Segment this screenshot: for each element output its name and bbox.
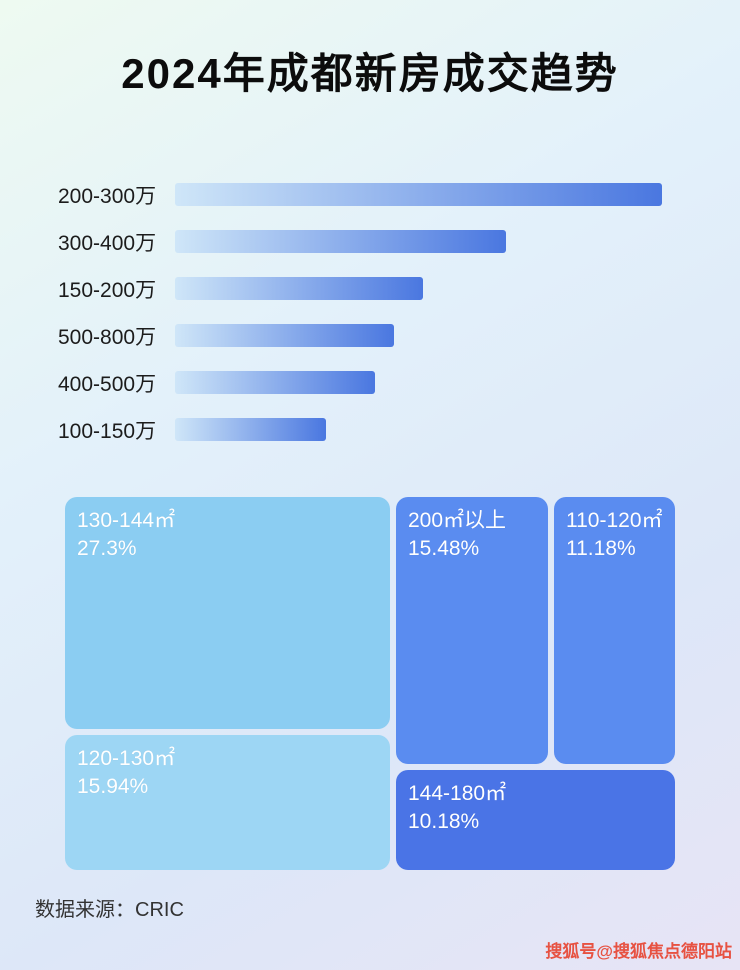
page-title: 2024年成都新房成交趋势 xyxy=(121,50,619,97)
bar-fill xyxy=(175,324,395,347)
bar-track xyxy=(175,277,662,300)
tile-label: 110-120㎡ xyxy=(566,509,663,532)
bar-row: 150-200万 xyxy=(58,277,678,302)
bar-fill xyxy=(175,183,662,206)
tile-label: 144-180㎡ xyxy=(408,782,507,805)
bar-category-label: 200-300万 xyxy=(58,184,157,208)
bar-fill xyxy=(175,371,375,394)
bar-track xyxy=(175,371,662,394)
bar-category-label: 100-150万 xyxy=(58,419,157,443)
bar-fill xyxy=(175,418,326,441)
bar-row: 500-800万 xyxy=(58,324,678,349)
bar-track xyxy=(175,230,662,253)
treemap-tile-110-120: 110-120㎡ 11.18% xyxy=(554,497,675,764)
tile-value: 15.94% xyxy=(77,775,149,799)
bar-fill xyxy=(175,230,507,253)
tile-value: 11.18% xyxy=(566,537,636,561)
tile-label: 200㎡以上 xyxy=(408,509,507,532)
bar-category-label: 300-400万 xyxy=(58,231,157,255)
tile-value: 27.3% xyxy=(77,537,137,561)
bar-row: 400-500万 xyxy=(58,371,678,396)
bar-track xyxy=(175,324,662,347)
treemap-tile-130-144: 130-144㎡ 27.3% xyxy=(65,497,390,729)
bar-category-label: 400-500万 xyxy=(58,372,157,396)
tile-value: 10.18% xyxy=(408,810,480,834)
area-share-treemap: 130-144㎡ 27.3% 120-130㎡ 15.94% 200㎡以上 15… xyxy=(65,497,675,870)
bar-row: 300-400万 xyxy=(58,230,678,255)
tile-label: 130-144㎡ xyxy=(77,509,176,532)
bar-row: 200-300万 xyxy=(58,183,678,208)
bar-fill xyxy=(175,277,424,300)
price-range-bar-chart: 200-300万 300-400万 150-200万 500-800万 400-… xyxy=(58,183,678,465)
bar-track xyxy=(175,418,662,441)
bar-category-label: 500-800万 xyxy=(58,325,157,349)
treemap-tile-144-180: 144-180㎡ 10.18% xyxy=(396,770,675,870)
tile-label: 120-130㎡ xyxy=(77,747,176,770)
data-source-note: 数据来源：CRIC xyxy=(35,899,184,921)
watermark-text: 搜狐号@搜狐焦点德阳站 xyxy=(545,942,732,961)
tile-value: 15.48% xyxy=(408,537,480,561)
bar-category-label: 150-200万 xyxy=(58,278,157,302)
bar-track xyxy=(175,183,662,206)
bar-row: 100-150万 xyxy=(58,418,678,443)
treemap-tile-200-plus: 200㎡以上 15.48% xyxy=(396,497,548,764)
treemap-tile-120-130: 120-130㎡ 15.94% xyxy=(65,735,390,870)
